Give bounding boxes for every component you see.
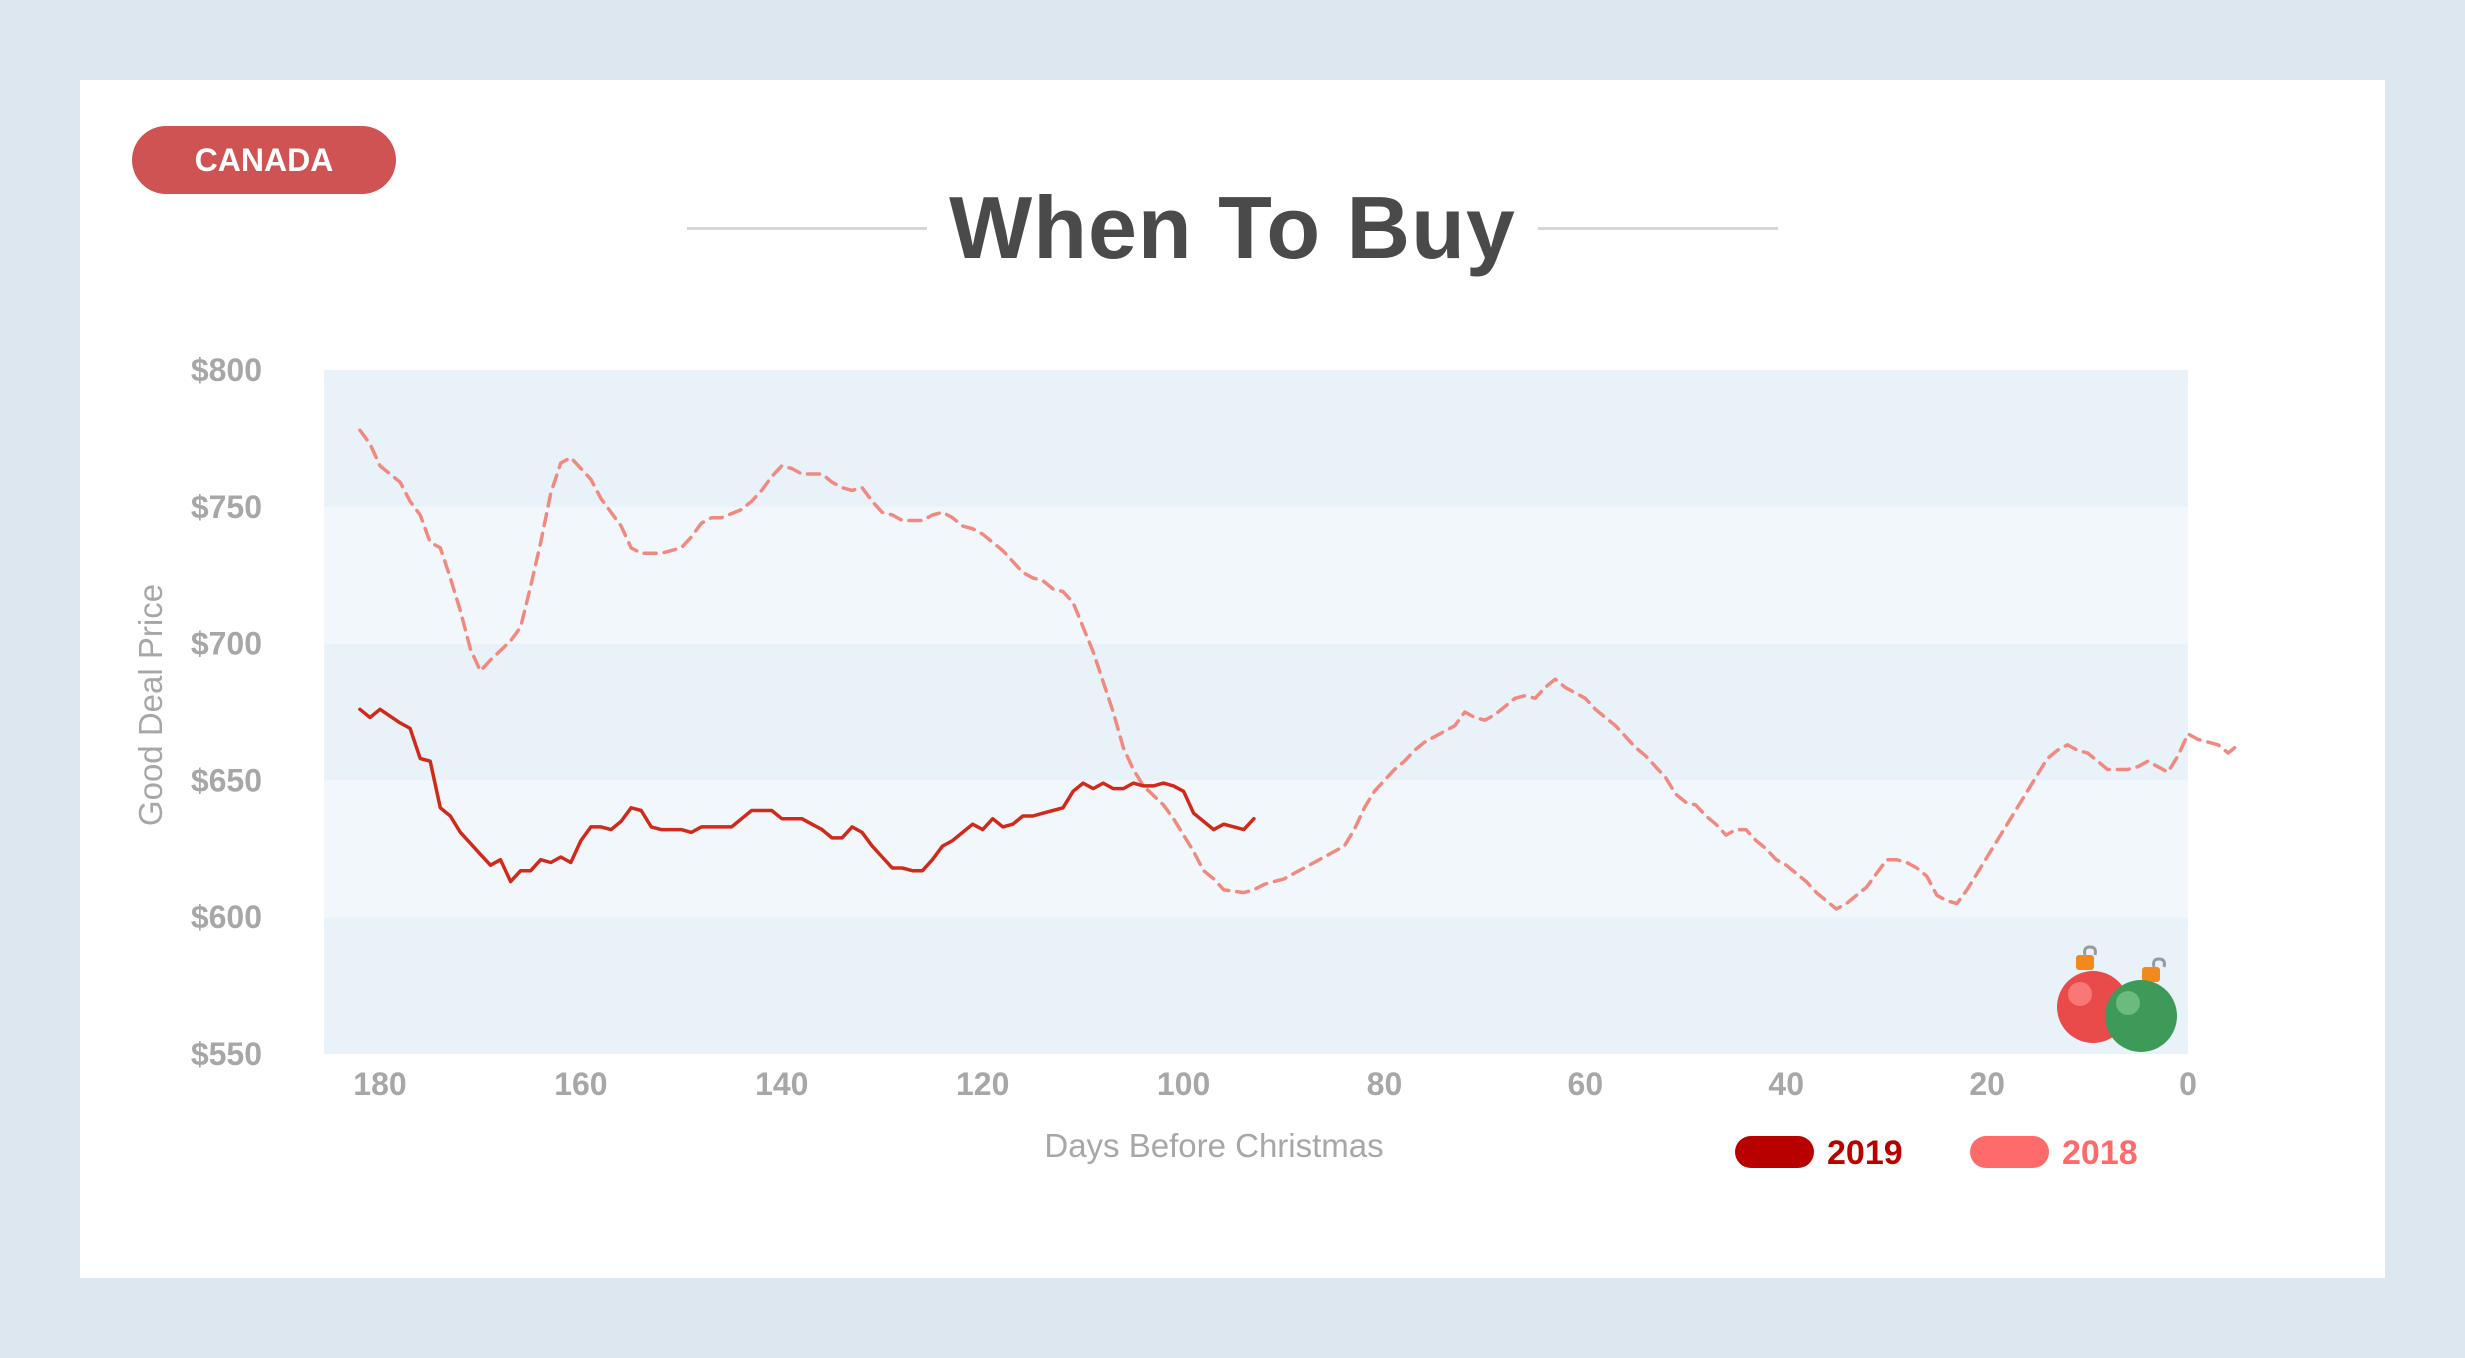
x-axis-ticks: 180 160 140 120 100 80 60 40 20 0 bbox=[353, 1066, 2197, 1102]
x-tick-label: 100 bbox=[1157, 1066, 1210, 1102]
chart-title: When To Buy bbox=[949, 178, 1516, 277]
y-tick-label: $800 bbox=[191, 352, 262, 388]
x-tick-label: 20 bbox=[1969, 1066, 2005, 1102]
y-tick-label: $550 bbox=[191, 1036, 262, 1072]
legend-swatch-2019 bbox=[1735, 1136, 1814, 1168]
legend-label-2018: 2018 bbox=[2062, 1134, 2138, 1172]
y-axis-ticks: $800 $750 $700 $650 $600 $550 bbox=[191, 352, 262, 1072]
series-line-2019 bbox=[358, 707, 1256, 884]
title-rule-right bbox=[1537, 226, 1778, 230]
series-line-2018 bbox=[358, 428, 2240, 911]
plot-band bbox=[324, 370, 2188, 507]
plot-bands bbox=[324, 370, 2188, 1054]
x-tick-label: 80 bbox=[1367, 1066, 1403, 1102]
x-tick-label: 40 bbox=[1768, 1066, 1804, 1102]
title-rule-left bbox=[687, 226, 928, 230]
legend-swatch-2018 bbox=[1970, 1136, 2049, 1168]
legend-label-2019: 2019 bbox=[1827, 1134, 1903, 1172]
x-axis-title: Days Before Christmas bbox=[1044, 1127, 1383, 1164]
x-tick-label: 140 bbox=[755, 1066, 808, 1102]
title-row: When To Buy bbox=[80, 168, 2385, 288]
country-badge[interactable]: CANADA bbox=[132, 126, 396, 194]
plot-band bbox=[324, 780, 2188, 918]
x-tick-label: 180 bbox=[353, 1066, 406, 1102]
y-tick-label: $600 bbox=[191, 899, 262, 935]
series-lines bbox=[358, 428, 2240, 911]
x-tick-label: 160 bbox=[554, 1066, 607, 1102]
plot-band bbox=[324, 643, 2188, 781]
plot-band bbox=[324, 506, 2188, 644]
ornament-green-icon bbox=[2105, 957, 2177, 1052]
plot-band bbox=[324, 917, 2188, 1054]
y-tick-label: $750 bbox=[191, 489, 262, 525]
legend: 2019 2018 bbox=[1735, 1134, 2138, 1172]
x-tick-label: 120 bbox=[956, 1066, 1009, 1102]
x-tick-label: 0 bbox=[2179, 1066, 2197, 1102]
y-tick-label: $650 bbox=[191, 762, 262, 798]
ornaments bbox=[2057, 945, 2177, 1052]
y-tick-label: $700 bbox=[191, 626, 262, 662]
x-tick-label: 60 bbox=[1568, 1066, 1604, 1102]
y-axis-title: Good Deal Price bbox=[132, 584, 169, 826]
